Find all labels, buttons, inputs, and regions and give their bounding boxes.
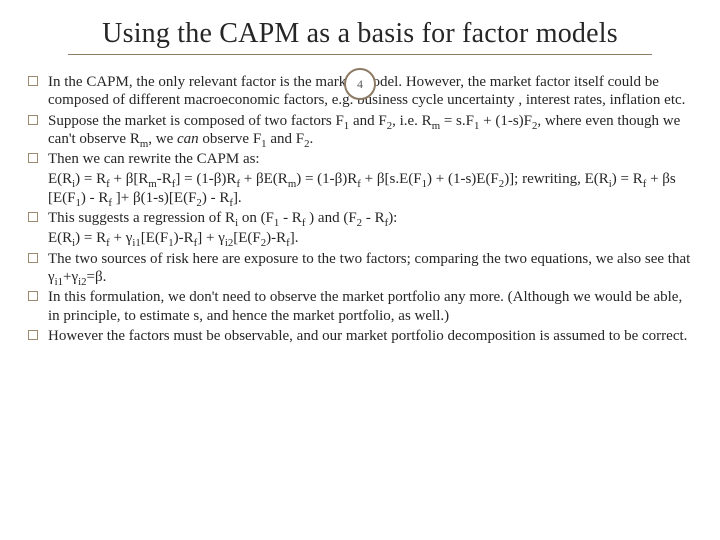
bullet-subtext: E(Ri) = Rf + β[Rm-Rf] = (1-β)Rf + βE(Rm)… xyxy=(48,171,676,205)
title-rule xyxy=(68,54,652,55)
bullet-item: This suggests a regression of Ri on (F1 … xyxy=(28,209,692,227)
bullet-item: However the factors must be observable, … xyxy=(28,327,692,345)
bullet-subtext: E(Ri) = Rf + γi1[E(F1)-Rf] + γi2[E(F2)-R… xyxy=(48,230,299,246)
bullet-text: In this formulation, we don't need to ob… xyxy=(48,289,682,323)
slide: Using the CAPM as a basis for factor mod… xyxy=(0,0,720,540)
bullet-item: Then we can rewrite the CAPM as: xyxy=(28,150,692,168)
bullet-subline: E(Ri) = Rf + β[Rm-Rf] = (1-β)Rf + βE(Rm)… xyxy=(28,170,692,207)
bullet-item: The two sources of risk here are exposur… xyxy=(28,250,692,287)
bullet-subline: E(Ri) = Rf + γi1[E(F1)-Rf] + γi2[E(F2)-R… xyxy=(28,229,692,247)
bullet-text: This suggests a regression of Ri on (F1 … xyxy=(48,210,397,226)
bullet-item: In this formulation, we don't need to ob… xyxy=(28,288,692,325)
page-number-badge: 4 xyxy=(344,68,376,100)
slide-title: Using the CAPM as a basis for factor mod… xyxy=(28,18,692,50)
bullet-text: However the factors must be observable, … xyxy=(48,328,687,344)
bullet-text: The two sources of risk here are exposur… xyxy=(48,251,690,285)
bullet-text: Then we can rewrite the CAPM as: xyxy=(48,151,260,167)
bullet-item: Suppose the market is composed of two fa… xyxy=(28,112,692,149)
bullet-text: Suppose the market is composed of two fa… xyxy=(48,113,680,147)
slide-body: In the CAPM, the only relevant factor is… xyxy=(28,73,692,345)
